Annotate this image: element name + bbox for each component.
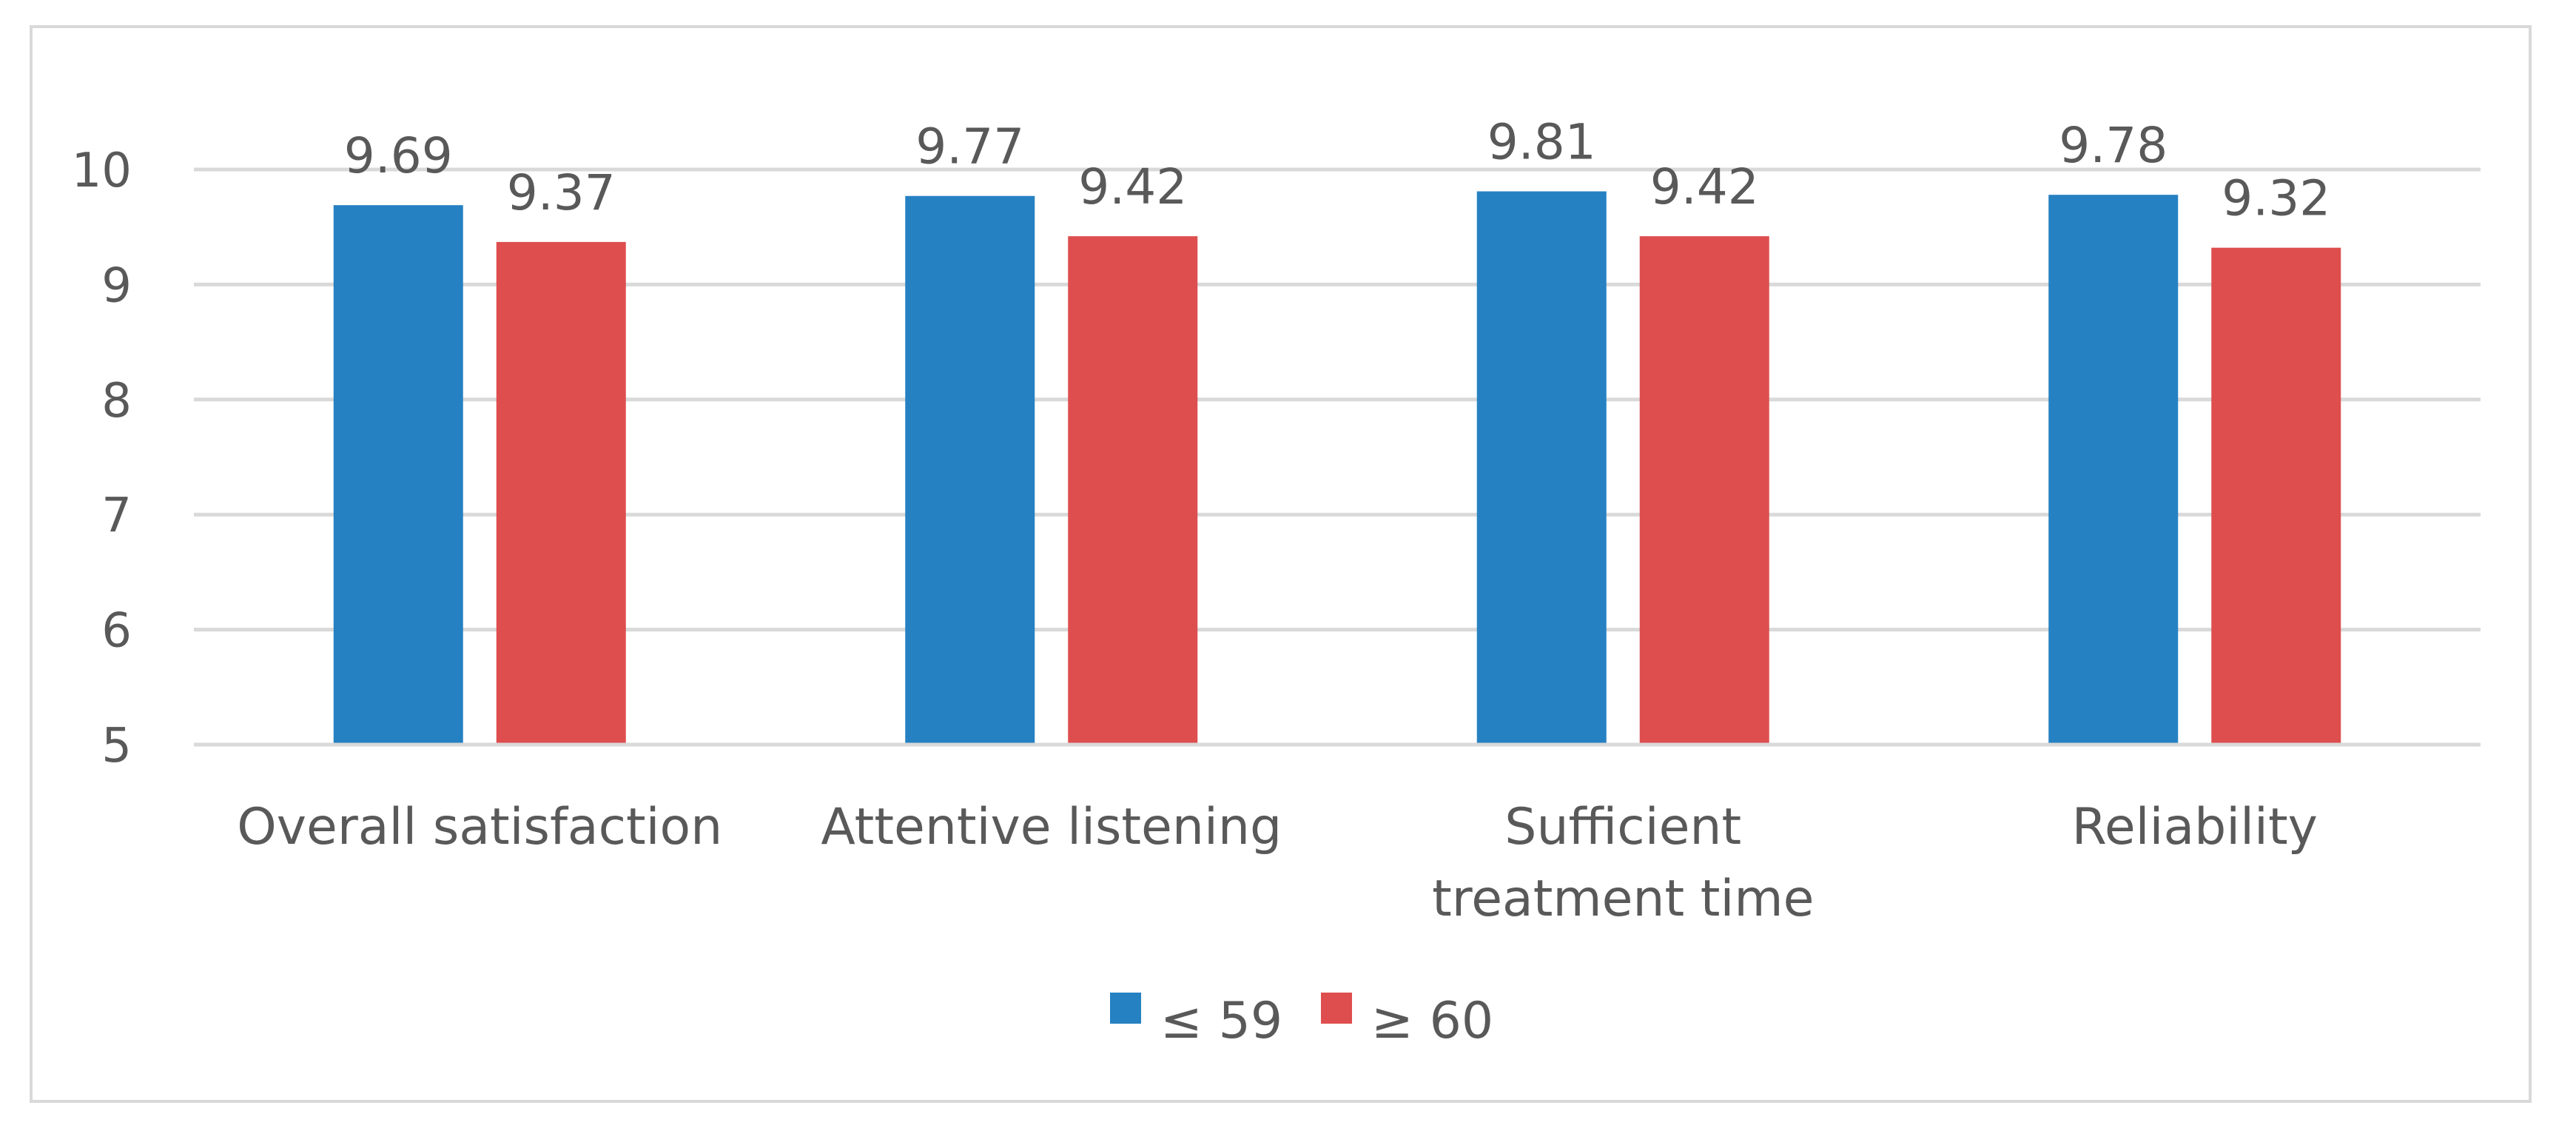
bar-series-2-3	[1639, 236, 1769, 745]
data-label-series-2-2: 9.42	[1078, 158, 1187, 215]
y-tick-label: 7	[101, 489, 132, 543]
y-tick-label: 6	[101, 604, 132, 659]
legend-label-series-1: ≤ 59	[1160, 992, 1282, 1050]
bar-series-1-1	[333, 205, 463, 745]
bars	[194, 191, 2481, 747]
data-label-series-2-1: 9.37	[507, 164, 616, 221]
data-label-series-2-4: 9.32	[2222, 170, 2330, 227]
x-category-label: Overall satisfaction	[237, 798, 722, 856]
legend-swatch-series-1	[1110, 993, 1141, 1024]
bar-series-2-4	[2211, 247, 2341, 745]
data-label-series-1-4: 9.78	[2059, 117, 2168, 174]
x-category-label: treatment time	[1432, 870, 1814, 928]
legend: ≤ 59 ≥ 60	[1110, 992, 1493, 1050]
bar-series-2-2	[1068, 236, 1198, 745]
x-category-label: Attentive listening	[821, 798, 1282, 856]
bar-series-1-4	[2048, 195, 2179, 745]
y-tick-label: 5	[101, 719, 132, 773]
bar-series-1-2	[905, 195, 1035, 745]
data-label-series-2-3: 9.42	[1650, 158, 1759, 215]
data-labels: 9.69 9.37 9.77 9.42 9.81 9.42 9.78 9.32	[344, 114, 2330, 227]
y-tick-label: 10	[72, 144, 132, 198]
bar-series-1-3	[1476, 191, 1607, 745]
bar-series-2-1	[496, 241, 626, 745]
legend-label-series-2: ≥ 60	[1371, 992, 1493, 1050]
y-axis-tick-labels: 5 6 7 8 9 10	[72, 144, 132, 773]
data-label-series-1-1: 9.69	[344, 127, 453, 184]
x-axis-category-labels: Overall satisfaction Attentive listening S…	[237, 798, 2318, 928]
legend-swatch-series-2	[1321, 993, 1352, 1024]
data-label-series-1-2: 9.77	[915, 118, 1024, 175]
x-category-label: Sufficient	[1504, 798, 1741, 856]
y-tick-label: 9	[101, 258, 132, 313]
x-category-label: Reliability	[2072, 798, 2318, 856]
y-tick-label: 8	[101, 374, 132, 429]
data-label-series-1-3: 9.81	[1487, 114, 1596, 171]
